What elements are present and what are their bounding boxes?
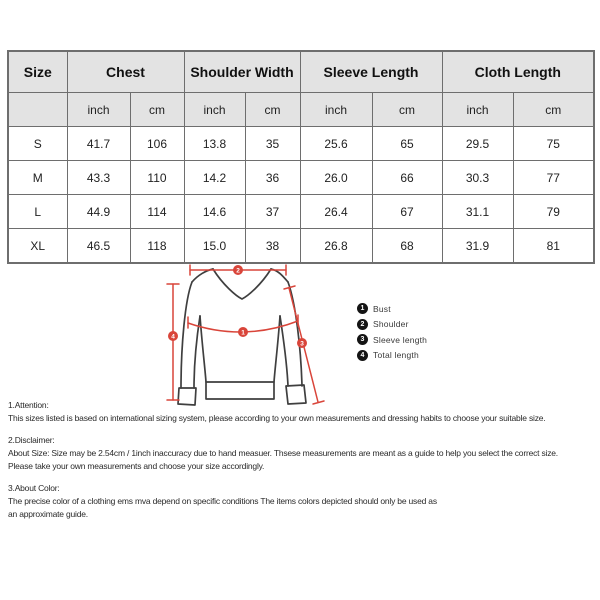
legend-label: Shoulder	[373, 319, 409, 329]
note-disclaimer: 2.Disclaimer: About Size: Size may be 2.…	[8, 434, 600, 473]
value-cell: 26.8	[299, 228, 373, 264]
size-table: Size Chest Shoulder Width Sleeve Length …	[7, 50, 596, 264]
bust-marker-num: 1	[241, 329, 245, 336]
value-cell: 31.1	[441, 194, 514, 229]
shoulder-marker	[233, 265, 243, 275]
value-cell: 106	[129, 126, 185, 161]
size-cell: L	[7, 194, 68, 229]
value-cell: 14.2	[183, 160, 246, 195]
value-cell: 75	[512, 126, 595, 161]
value-cell: 30.3	[441, 160, 514, 195]
table-header-row: Size Chest Shoulder Width Sleeve Length …	[7, 50, 595, 93]
value-cell: 25.6	[299, 126, 373, 161]
legend-item-sleeve-length: 3 Sleeve length	[357, 334, 427, 345]
header-chest: Chest	[66, 50, 185, 93]
unit-header: inch	[299, 92, 373, 127]
legend-item-bust: 1 Bust	[357, 303, 427, 314]
legend-bullet-1: 1	[357, 303, 368, 314]
table-row-s: S 41.7 106 13.8 35 25.6 65 29.5 75	[7, 126, 595, 161]
note-line: Please take your own measurements and ch…	[8, 461, 265, 471]
unit-header: cm	[371, 92, 443, 127]
value-cell: 44.9	[66, 194, 131, 229]
notes-section: 1.Attention: This sizes listed is based …	[8, 399, 600, 530]
value-cell: 36	[244, 160, 301, 195]
note-heading: 1.Attention:	[8, 400, 49, 410]
value-cell: 35	[244, 126, 301, 161]
note-line: This sizes listed is based on internatio…	[8, 413, 546, 423]
value-cell: 79	[512, 194, 595, 229]
sleeve-marker-num: 3	[300, 340, 304, 347]
sweater-diagram: 2 1 3 4	[166, 264, 325, 406]
legend-label: Total length	[373, 350, 419, 360]
unit-header: inch	[183, 92, 246, 127]
bust-marker	[238, 327, 248, 337]
sweater-outline	[177, 268, 307, 406]
size-cell: XL	[7, 228, 68, 264]
value-cell: 13.8	[183, 126, 246, 161]
measurement-legend: 1 Bust 2 Shoulder 3 Sleeve length 4 Tota…	[357, 303, 427, 365]
size-cell: S	[7, 126, 68, 161]
value-cell: 38	[244, 228, 301, 264]
value-cell: 77	[512, 160, 595, 195]
unit-header: cm	[244, 92, 301, 127]
header-sleeve-length: Sleeve Length	[299, 50, 443, 93]
total-length-measure-line	[166, 283, 180, 401]
note-line: About Size: Size may be 2.54cm / 1inch i…	[8, 448, 558, 458]
table-row-l: L 44.9 114 14.6 37 26.4 67 31.1 79	[7, 194, 595, 229]
value-cell: 26.4	[299, 194, 373, 229]
value-cell: 43.3	[66, 160, 131, 195]
note-heading: 3.About Color:	[8, 483, 60, 493]
legend-bullet-2: 2	[357, 318, 368, 330]
value-cell: 29.5	[441, 126, 514, 161]
header-cloth-length: Cloth Length	[441, 50, 595, 93]
value-cell: 118	[129, 228, 185, 264]
length-marker-num: 4	[171, 333, 175, 340]
note-line: The precise color of a clothing ems mva …	[8, 496, 437, 506]
value-cell: 65	[371, 126, 443, 161]
value-cell: 46.5	[66, 228, 131, 264]
value-cell: 114	[129, 194, 185, 229]
value-cell: 110	[129, 160, 185, 195]
table-row-xl: XL 46.5 118 15.0 38 26.8 68 31.9 81	[7, 228, 595, 264]
note-heading: 2.Disclaimer:	[8, 435, 55, 445]
value-cell: 67	[371, 194, 443, 229]
length-marker	[168, 331, 178, 341]
value-cell: 14.6	[183, 194, 246, 229]
unit-header-empty	[7, 92, 68, 127]
legend-item-shoulder: 2 Shoulder	[357, 318, 427, 330]
unit-header: cm	[129, 92, 185, 127]
shoulder-marker-num: 2	[236, 267, 240, 274]
note-line: an approximate guide.	[8, 509, 88, 519]
table-unit-row: inch cm inch cm inch cm inch cm	[7, 92, 595, 127]
value-cell: 41.7	[66, 126, 131, 161]
value-cell: 81	[512, 228, 595, 264]
value-cell: 66	[371, 160, 443, 195]
header-size: Size	[7, 50, 68, 93]
legend-bullet-3: 3	[357, 334, 368, 345]
legend-label: Sleeve length	[373, 334, 428, 345]
legend-label: Bust	[373, 303, 391, 314]
unit-header: cm	[512, 92, 595, 127]
value-cell: 37	[244, 194, 301, 229]
value-cell: 31.9	[441, 228, 514, 264]
size-cell: M	[7, 160, 68, 195]
value-cell: 68	[371, 228, 443, 264]
legend-bullet-4: 4	[357, 349, 368, 361]
header-shoulder-width: Shoulder Width	[183, 50, 301, 93]
note-about-color: 3.About Color: The precise color of a cl…	[8, 482, 600, 521]
legend-item-total-length: 4 Total length	[357, 349, 427, 361]
unit-header: inch	[66, 92, 131, 127]
sleeve-marker	[297, 338, 307, 348]
unit-header: inch	[441, 92, 514, 127]
table-row-m: M 43.3 110 14.2 36 26.0 66 30.3 77	[7, 160, 595, 195]
value-cell: 26.0	[299, 160, 373, 195]
note-attention: 1.Attention: This sizes listed is based …	[8, 399, 600, 425]
